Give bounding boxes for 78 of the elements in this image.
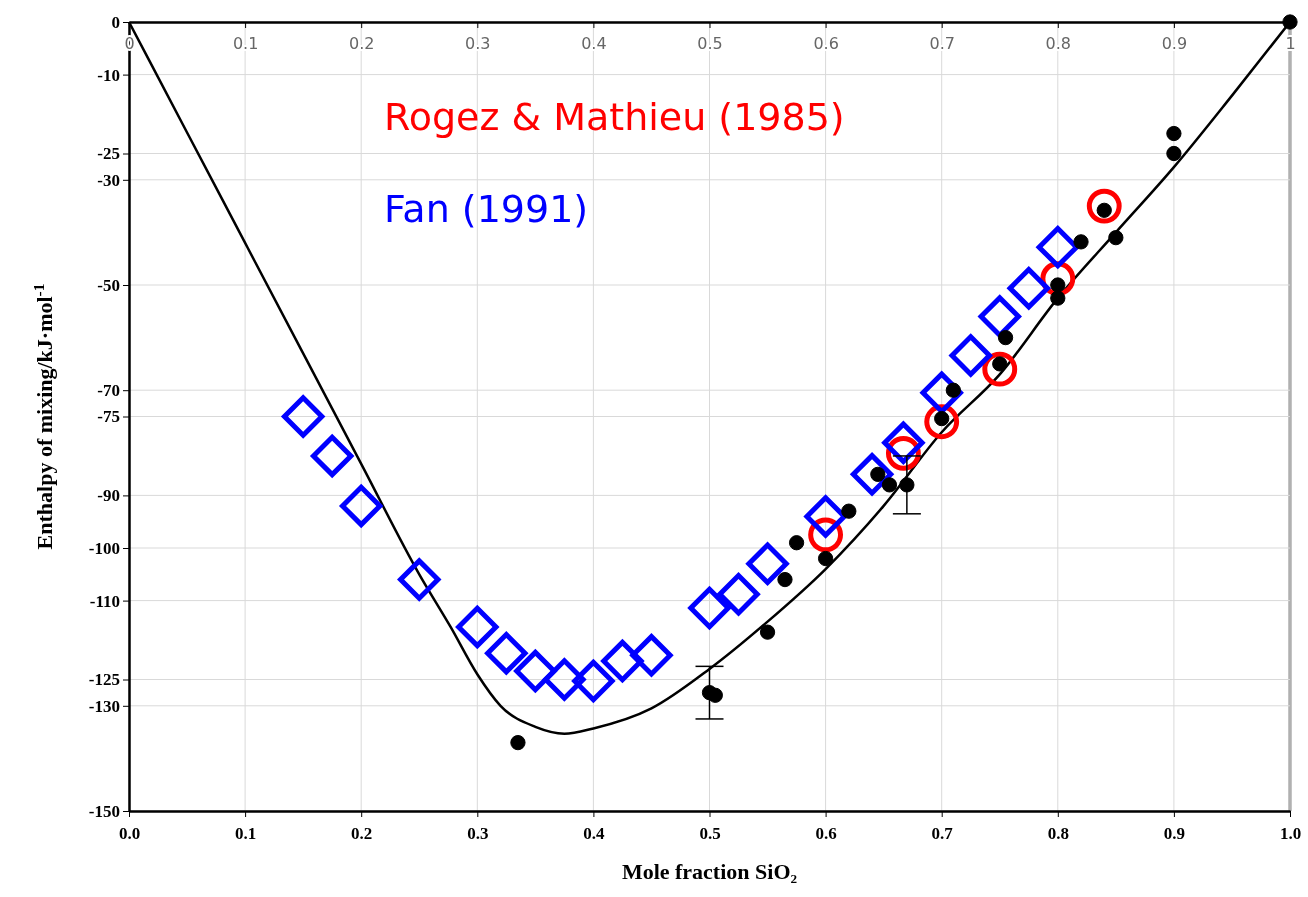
point: [485, 631, 528, 675]
point: [543, 658, 586, 701]
point: [841, 503, 857, 519]
point: [1050, 290, 1066, 306]
point: [510, 735, 526, 751]
x2-tick-label: 0.2: [348, 34, 375, 54]
point: [310, 434, 354, 478]
point: [456, 605, 499, 649]
point: [817, 550, 834, 567]
point: [572, 659, 615, 703]
point: [945, 382, 961, 398]
text: Fan (1991): [384, 187, 589, 231]
point: [717, 573, 760, 616]
x-tick-label: 0.1: [234, 823, 257, 843]
y-tick-label: -150: [88, 801, 120, 821]
point: [1166, 125, 1182, 142]
point: [978, 295, 1021, 338]
y-tick-label: -10: [97, 65, 120, 85]
x-tick-label: 0.5: [699, 823, 721, 843]
point: [601, 639, 644, 683]
y-tick-label: -50: [97, 275, 120, 295]
point: [746, 542, 789, 585]
y-tick-label: -30: [97, 170, 120, 190]
x2-tick-label: 0.1: [232, 34, 259, 54]
y-tick-label: -25: [97, 144, 120, 164]
point: [1036, 225, 1080, 269]
x-tick-label: 0.4: [583, 823, 606, 843]
point: [1073, 234, 1089, 250]
y-tick-label: -110: [89, 591, 120, 611]
point: [688, 586, 731, 630]
x-tick-label: 0.7: [931, 823, 954, 843]
x2-tick-label: 0.9: [1161, 34, 1188, 54]
y-tick-label: -75: [97, 407, 120, 427]
point: [804, 495, 847, 538]
point: [1007, 266, 1050, 310]
point: [997, 329, 1014, 346]
point: [850, 453, 894, 496]
x2-tick-label: 0.3: [465, 34, 491, 54]
x-tick-label: 1.0: [1279, 823, 1302, 843]
y-tick-label: -125: [88, 670, 120, 690]
point: [920, 371, 963, 415]
y-tick-label: -130: [88, 696, 120, 716]
point: [514, 649, 557, 693]
y-tick-label: 0: [111, 12, 120, 32]
x-tick-label: 0.9: [1163, 823, 1186, 843]
x2-tick-label: 1: [1285, 34, 1296, 54]
x-tick-label: 0.2: [351, 823, 373, 843]
x2-tick-label: 0.4: [581, 34, 607, 54]
point: [398, 558, 441, 601]
x-axis-title: Mole fraction SiO₂: [621, 859, 798, 884]
point: [1166, 145, 1182, 162]
point: [339, 484, 383, 528]
point: [899, 477, 915, 493]
point: [982, 351, 1018, 387]
point: [949, 334, 992, 377]
x2-tick-label: 0.7: [929, 34, 955, 54]
x-tick-label: 0.0: [118, 823, 141, 843]
point: [777, 571, 793, 588]
y-tick-label: -70: [97, 381, 120, 401]
x2-tick-label: 0.8: [1045, 34, 1072, 54]
point: [630, 634, 673, 677]
x2-tick-label: 0.5: [697, 34, 723, 54]
x-tick-label: 0.8: [1047, 823, 1069, 843]
point: [881, 477, 898, 493]
point: [1108, 230, 1124, 246]
text: Rogez & Mathieu (1985): [384, 95, 845, 139]
point: [1282, 14, 1298, 30]
y-tick-label: -90: [97, 486, 120, 506]
x2-tick-label: 0.6: [813, 34, 839, 54]
point: [759, 624, 776, 640]
x-tick-label: 0.3: [467, 823, 489, 843]
y-tick-label: -100: [88, 538, 120, 558]
point: [281, 395, 325, 438]
point: [882, 421, 925, 465]
point: [808, 517, 844, 553]
point: [1086, 188, 1122, 224]
point: [788, 535, 805, 551]
x-tick-label: 0.6: [815, 823, 837, 843]
